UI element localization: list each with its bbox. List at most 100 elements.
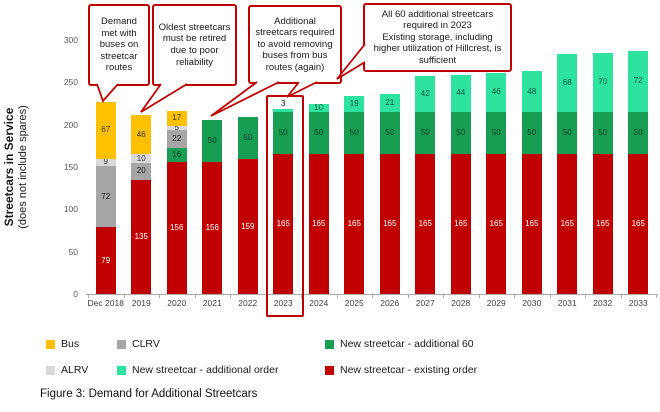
x-axis-tick-mark: [159, 294, 160, 298]
bar-value-label: 50: [349, 128, 359, 138]
bar-value-label: 79: [101, 255, 111, 265]
y-axis-tick-label: 100: [63, 204, 78, 215]
highlight-2023-box: [266, 95, 304, 317]
legend-item-bus: Bus: [46, 338, 79, 350]
bar-segment-additional-order: [521, 71, 542, 112]
bar-segment-existing-order: [166, 161, 187, 294]
x-axis-tick-mark: [549, 294, 551, 298]
bar-segment-existing-order: [628, 154, 649, 294]
x-axis-tick-mark: [514, 294, 515, 298]
x-axis-tick-mark: [301, 294, 302, 298]
x-axis-category-label: 2019: [131, 298, 151, 308]
bar-segment-existing-order: [521, 154, 542, 294]
bar-value-label: 50: [527, 128, 537, 138]
bar-segment-existing-order: [237, 159, 258, 294]
x-axis-category-label: 2029: [486, 298, 506, 308]
y-axis-tick-label: 300: [63, 35, 78, 45]
bar-segment-clrv: [95, 166, 116, 228]
bar-segment-additional-order: [557, 54, 578, 112]
x-axis-category-label: 2027: [415, 298, 435, 308]
x-axis-category-label: Dec 2018: [87, 298, 124, 308]
bar-value-label: 46: [491, 87, 501, 97]
bar-value-label: 70: [598, 77, 608, 87]
legend-swatch: [325, 339, 334, 349]
bar-segment-existing-order: [202, 161, 223, 294]
bar-value-label: 48: [527, 86, 537, 96]
x-axis-tick-mark: [230, 294, 231, 298]
bar-value-label: 21: [385, 98, 395, 108]
bar-value-label: 72: [101, 191, 111, 201]
x-axis-tick-mark: [585, 294, 586, 298]
bar-segment-alrv: [166, 125, 187, 130]
legend-swatch: [117, 365, 126, 375]
bar-value-label: 20: [136, 166, 146, 176]
legend-item-new-streetcar-additional-60: New streetcar - additional 60: [325, 338, 474, 350]
x-axis-category-label: 2020: [167, 298, 187, 308]
bar-segment-bus: [131, 115, 152, 155]
bar-value-label: 3: [281, 99, 286, 109]
bar-segment-additional-order: [486, 73, 507, 112]
legend-label: ALRV: [61, 364, 89, 376]
x-axis-tick-mark: [194, 294, 196, 298]
bar-value-label: 10: [314, 102, 324, 112]
bar-value-label: 22: [172, 134, 182, 144]
callout-text-line1: All 60 additional streetcars required in…: [381, 8, 494, 32]
bar-value-label: 19: [349, 98, 359, 108]
bar-segment-existing-order: [415, 154, 436, 294]
legend-item-new-streetcar-existing-order: New streetcar - existing order: [325, 364, 477, 376]
y-axis-tick-label: 200: [63, 119, 78, 130]
bar-value-label: 165: [347, 219, 361, 229]
bar-value-label: 165: [489, 219, 503, 229]
bar-value-label: 50: [314, 128, 324, 138]
bar-value-label: 9: [103, 157, 108, 167]
callout-pointer-2: [140, 83, 188, 113]
x-axis-tick-mark: [88, 294, 89, 298]
bar-segment-additional-order: [308, 103, 329, 112]
bar-segment-existing-order: [592, 154, 613, 294]
legend-item-clrv: CLRV: [117, 338, 160, 350]
bar-segment-clrv: [131, 162, 152, 180]
bar-value-label: 50: [598, 128, 608, 138]
x-axis-tick-mark: [443, 294, 444, 298]
legend-label: New streetcar - existing order: [340, 364, 478, 376]
callout-pointer-1: [96, 83, 119, 103]
x-axis-category-label: 2032: [593, 298, 613, 308]
bar-segment-additional-order: [592, 52, 613, 112]
y-axis-title: Streetcars in Service (does not include …: [2, 40, 46, 294]
bar-value-label: 159: [241, 221, 255, 231]
bar-segment-additional-60: [166, 148, 187, 162]
bar-segment-existing-order: [450, 154, 471, 294]
legend-swatch: [46, 339, 55, 349]
x-axis-category-label: 2031: [557, 298, 577, 308]
bar-segment-existing-order: [273, 154, 294, 294]
x-axis-category-label: 2033: [628, 298, 648, 308]
bar-value-label: 156: [205, 222, 219, 232]
x-axis-tick-mark: [656, 294, 657, 298]
bar-value-label: 46: [136, 129, 146, 139]
bar-segment-additional-60: [308, 111, 329, 155]
bar-segment-additional-60: [486, 111, 507, 155]
bar-segment-additional-order: [344, 95, 365, 112]
x-axis-category-label: 2026: [380, 298, 400, 308]
bar-segment-existing-order: [557, 154, 578, 294]
legend-item-alrv: ALRV: [46, 364, 88, 376]
callout-text-line2: Existing storage, including higher utili…: [373, 31, 502, 66]
bar-segment-bus: [166, 111, 187, 126]
bar-segment-additional-60: [628, 111, 649, 155]
bar-value-label: 165: [596, 219, 610, 229]
bar-segment-additional-60: [273, 111, 294, 155]
x-axis-tick-mark: [372, 294, 373, 298]
bar-value-label: 50: [456, 128, 466, 138]
bar-segment-additional-60: [344, 111, 365, 155]
bar-value-label: 50: [562, 128, 572, 138]
legend-label: Bus: [61, 338, 80, 350]
bar-value-label: 72: [633, 76, 643, 86]
x-axis-category-label: 2025: [344, 298, 364, 308]
bar-value-label: 50: [633, 128, 643, 138]
x-axis-category-label: 2024: [309, 298, 329, 308]
bar-segment-additional-order: [273, 109, 294, 112]
bar-segment-additional-60: [237, 117, 258, 160]
bar-segment-existing-order: [379, 154, 400, 294]
y-axis-title-main: Streetcars in Service: [2, 107, 16, 227]
bar-segment-alrv: [131, 154, 152, 163]
